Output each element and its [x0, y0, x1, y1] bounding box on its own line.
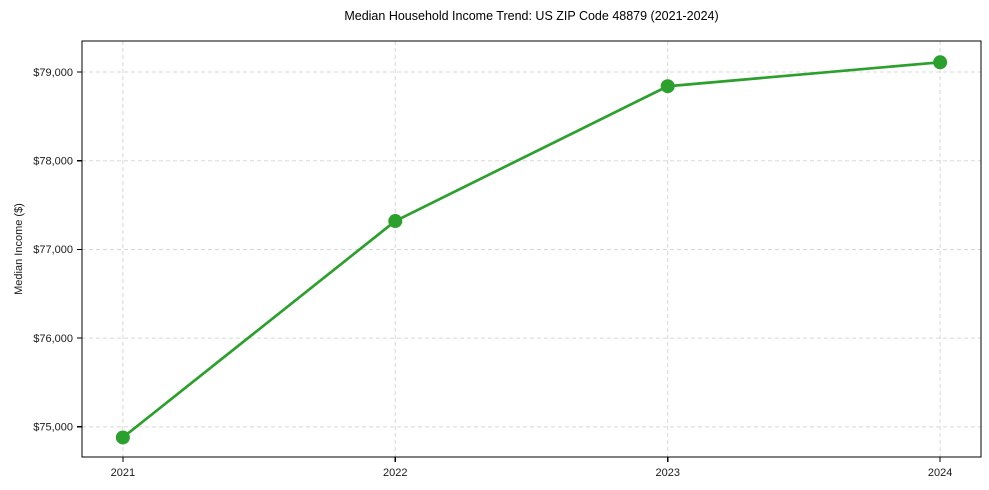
x-tick-label: 2023: [655, 467, 679, 479]
y-tick-label: $77,000: [33, 244, 73, 256]
y-tick-label: $76,000: [33, 333, 73, 345]
x-tick-label: 2022: [383, 467, 407, 479]
data-point: [933, 55, 948, 70]
y-tick-label: $78,000: [33, 156, 73, 168]
x-tick-label: 2021: [111, 467, 135, 479]
data-point: [388, 214, 403, 229]
y-tick-label: $79,000: [33, 67, 73, 79]
data-point: [115, 430, 130, 445]
chart-title: Median Household Income Trend: US ZIP Co…: [344, 9, 719, 23]
y-tick-label: $75,000: [33, 422, 73, 434]
data-line: [121, 60, 942, 439]
data-point: [660, 79, 675, 94]
x-tick-label: 2024: [928, 467, 952, 479]
y-axis-label: Median Income ($): [13, 203, 25, 295]
